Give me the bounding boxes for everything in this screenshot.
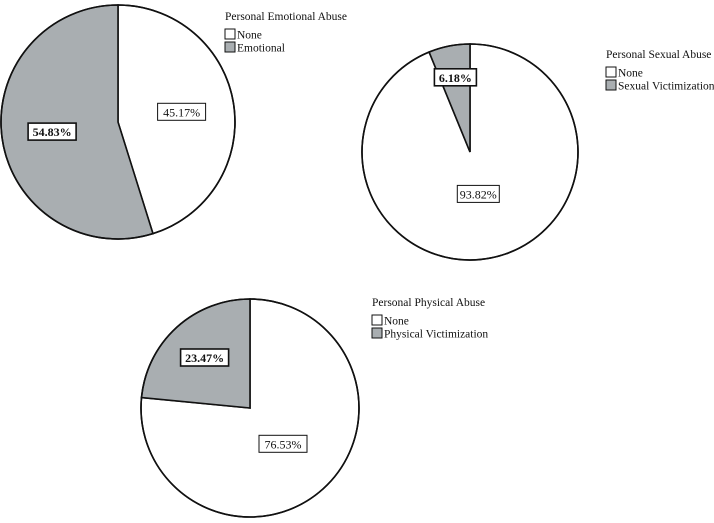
legend-label: Physical Victimization xyxy=(384,329,488,341)
pie-outline xyxy=(140,298,360,518)
data-label: 45.17% xyxy=(163,105,200,119)
legend-title: Personal Physical Abuse xyxy=(372,297,485,309)
legend-title: Personal Sexual Abuse xyxy=(606,49,711,61)
legend-label: None xyxy=(618,68,643,80)
data-label-box xyxy=(157,102,207,121)
legend-label: Emotional xyxy=(237,43,285,55)
legend-label: None xyxy=(384,316,409,328)
data-label-box xyxy=(258,434,308,453)
pie-outline xyxy=(0,4,236,240)
data-label: 6.18% xyxy=(439,71,472,85)
data-label: 23.47% xyxy=(185,351,224,365)
data-label: 76.53% xyxy=(265,437,302,451)
pie-chart-sexual: 93.82% 6.18% Personal Sexual Abuse NoneSexu… xyxy=(361,43,714,261)
legend-swatch xyxy=(224,41,236,53)
legend-label: None xyxy=(237,30,262,42)
pie-chart-emotional: 45.17% 54.83% Personal Emotional Abuse None… xyxy=(0,4,347,240)
data-label-box xyxy=(179,348,230,367)
legend-swatch xyxy=(371,314,383,326)
data-label: 93.82% xyxy=(460,187,497,201)
data-label: 54.83% xyxy=(33,125,72,139)
legend-swatch xyxy=(605,79,617,91)
legend-swatch xyxy=(224,28,236,40)
legend-swatch xyxy=(371,327,383,339)
pie-outline xyxy=(361,43,579,261)
data-label-box xyxy=(433,68,478,87)
legend-title: Personal Emotional Abuse xyxy=(225,11,347,23)
data-label-box xyxy=(456,184,500,203)
data-label-box xyxy=(27,122,77,141)
legend-label: Sexual Victimization xyxy=(618,81,714,93)
pie-chart-physical: 76.53% 23.47% Personal Physical Abuse NoneP… xyxy=(140,297,488,518)
legend-swatch xyxy=(605,66,617,78)
